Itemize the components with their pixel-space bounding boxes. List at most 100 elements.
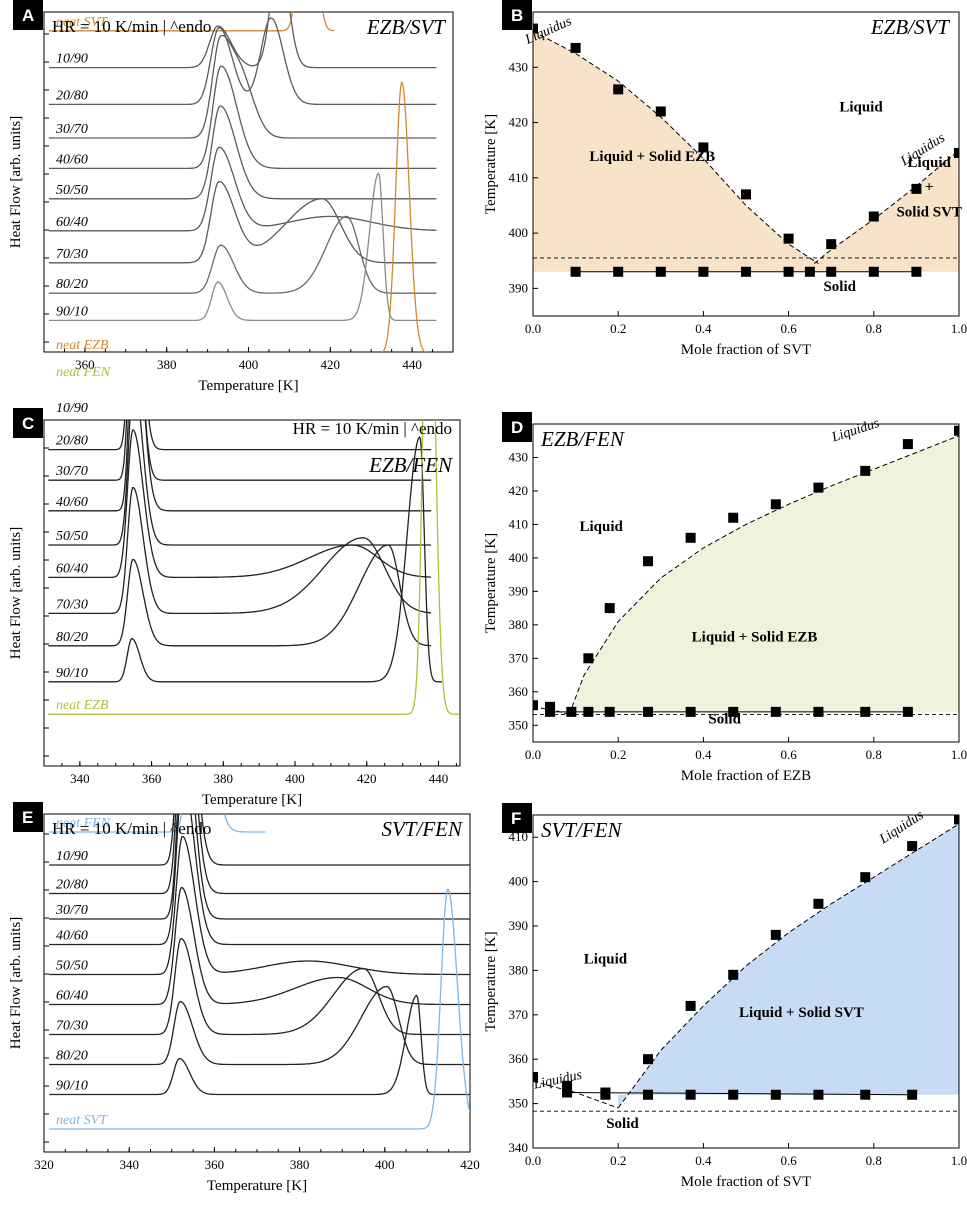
region-label: Liquid + Solid SVT — [739, 1005, 864, 1021]
x-tick-label: 400 — [239, 357, 259, 372]
x-axis-title: Temperature [K] — [198, 378, 298, 394]
region-label: Solid — [708, 712, 741, 728]
liquidus-point — [954, 147, 959, 158]
x-axis-title: Mole fraction of SVT — [681, 342, 811, 358]
x-tick-label: 0.8 — [866, 747, 882, 762]
panel-letter: B — [511, 6, 523, 25]
dsc-trace-label: 90/10 — [56, 304, 88, 319]
x-tick-label: 380 — [157, 357, 177, 372]
solidus-point — [813, 1089, 824, 1100]
region-label: Liquid + Solid EZB — [589, 149, 715, 165]
solidus-point — [911, 266, 922, 277]
dsc-trace-90-10 — [49, 994, 470, 1096]
dsc-trace-30-70 — [48, 34, 437, 139]
dsc-trace-50-50 — [48, 420, 432, 546]
solidus-point — [583, 706, 594, 717]
liquidus-point — [643, 556, 654, 567]
y-tick-label: 420 — [509, 483, 529, 498]
liquidus-fit-curve — [568, 435, 959, 715]
x-tick-label: 380 — [290, 1157, 310, 1172]
x-tick-label: 0.8 — [866, 1153, 882, 1168]
liquidus-point — [868, 211, 879, 222]
dsc-trace-neat-svt — [49, 888, 470, 1130]
x-tick-label: 0.0 — [525, 321, 541, 336]
region-label: Liquid + Solid EZB — [692, 630, 818, 646]
dsc-trace-70-30 — [49, 937, 470, 1036]
liquidus-point — [728, 512, 739, 523]
y-tick-label: 430 — [509, 59, 529, 74]
dsc-trace-20-80 — [48, 17, 437, 106]
y-tick-label: 400 — [509, 874, 529, 889]
liquidus-point — [643, 1054, 654, 1065]
dsc-trace-label: neat EZB — [56, 698, 109, 713]
x-tick-label: 420 — [460, 1157, 480, 1172]
dsc-trace-90-10 — [48, 172, 437, 322]
y-tick-label: 350 — [509, 1096, 529, 1111]
dsc-trace-60-40 — [48, 146, 437, 232]
region-label: Liquid — [584, 952, 628, 968]
dsc-trace-label: 30/70 — [55, 122, 88, 137]
dsc-trace-60-40 — [49, 886, 470, 1006]
liquidus-label: Liquidus — [876, 808, 927, 848]
dsc-trace-neat-fen — [49, 814, 266, 833]
y-tick-label: 340 — [509, 1140, 529, 1155]
plot-frame — [532, 11, 960, 317]
x-tick-label: 360 — [75, 357, 95, 372]
solidus-point — [562, 1087, 573, 1098]
two-phase-region — [533, 31, 819, 272]
corner-title: SVT/FEN — [541, 818, 622, 842]
solidus-point — [566, 706, 577, 717]
dsc-trace-label: 90/10 — [56, 666, 88, 681]
dsc-trace-label: 80/20 — [56, 630, 88, 645]
liquidus-point — [533, 700, 538, 711]
two-phase-region — [618, 823, 959, 1109]
liquidus-point — [770, 499, 781, 510]
solidus-point — [860, 706, 871, 717]
x-tick-label: 0.2 — [610, 1153, 626, 1168]
solidus-point — [613, 266, 624, 277]
dsc-trace-label: 30/70 — [55, 903, 88, 918]
dsc-trace-40-60 — [48, 65, 437, 170]
dsc-trace-label: 60/40 — [56, 561, 88, 576]
liquidus-point — [911, 183, 922, 194]
liquidus-point — [813, 482, 824, 493]
x-tick-label: 380 — [214, 771, 234, 786]
dsc-trace-label: 40/60 — [56, 929, 88, 944]
heating-rate-text: HR = 10 K/min | ^endo — [52, 819, 211, 838]
dsc-trace-label: 50/50 — [56, 959, 88, 974]
dsc-trace-50-50 — [48, 105, 437, 200]
dsc-trace-label: 90/10 — [56, 1079, 88, 1094]
x-tick-label: 0.4 — [695, 321, 712, 336]
y-tick-label: 400 — [509, 550, 529, 565]
x-axis-title: Temperature [K] — [202, 792, 302, 808]
solidus-point — [741, 266, 751, 277]
dsc-trace-label: 20/80 — [56, 878, 88, 893]
solidus-point — [643, 1089, 654, 1100]
x-tick-label: 360 — [205, 1157, 225, 1172]
x-tick-label: 1.0 — [951, 321, 967, 336]
region-label: Solid — [823, 279, 856, 295]
dsc-trace-label: 80/20 — [56, 277, 88, 292]
region-label: Solid — [606, 1116, 639, 1132]
liquidus-point — [907, 841, 918, 852]
panel-e-dsc-svt-fen: 320 340 360 380 400 420 Temperature [K] Heat Fl… — [8, 802, 480, 1194]
panel-letter-box — [13, 0, 43, 30]
liquidus-point — [826, 239, 837, 250]
x-tick-label: 440 — [429, 771, 449, 786]
y-tick-label: 370 — [509, 1007, 529, 1022]
solidus-point — [685, 706, 696, 717]
panel-a-dsc-ezb-svt: 360 380 400 420 440 Temperature [K] Heat Flow … — [8, 0, 454, 394]
x-tick-label: 0.2 — [610, 321, 626, 336]
liquidus-point — [533, 23, 538, 34]
plot-frame — [43, 419, 461, 767]
corner-title: EZB/SVT — [870, 15, 950, 39]
x-tick-label: 400 — [285, 771, 305, 786]
panel-letter: F — [511, 809, 521, 828]
liquidus-fit-curve — [617, 823, 959, 1109]
dsc-trace-label: 10/90 — [56, 52, 88, 67]
dsc-trace-20-80 — [48, 420, 432, 451]
dsc-trace-label: 50/50 — [56, 183, 88, 198]
region-label: Liquid — [839, 99, 883, 115]
y-tick-label: 410 — [509, 170, 529, 185]
x-tick-label: 340 — [119, 1157, 139, 1172]
